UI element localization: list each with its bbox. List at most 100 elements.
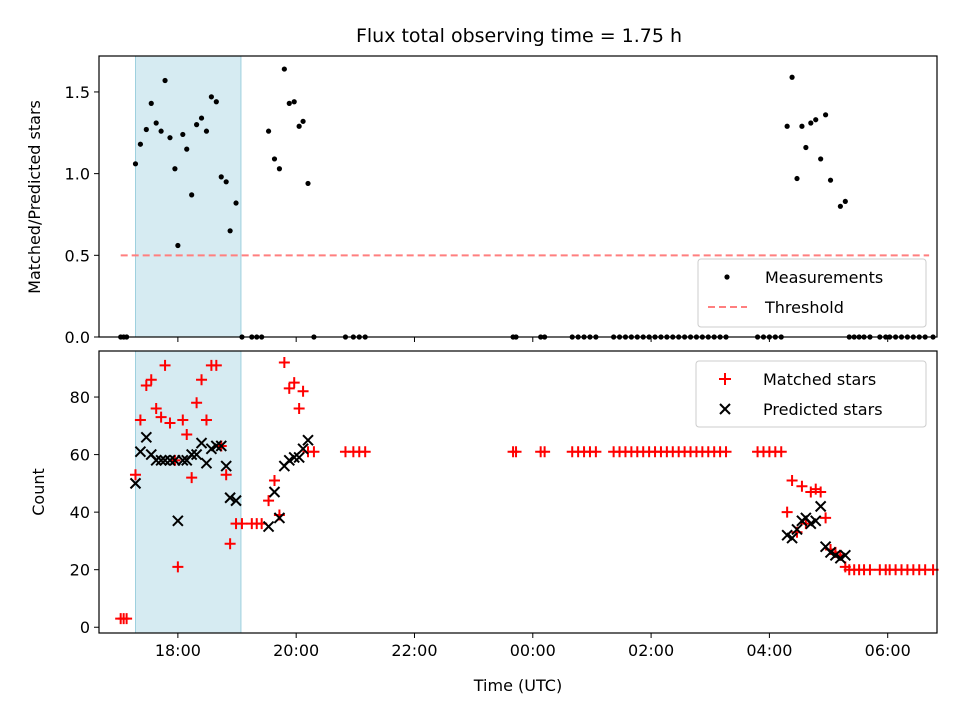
predicted-point	[297, 443, 309, 455]
legend-label-threshold: Threshold	[764, 298, 844, 317]
ratio-panel-ticks: 0.0 0.5 1.0 1.5	[65, 83, 889, 347]
matched-point	[172, 561, 184, 573]
measurement-point	[132, 161, 139, 167]
predicted-point	[814, 500, 827, 513]
measurement-point	[143, 126, 149, 133]
predicted-point	[839, 549, 852, 562]
measurement-point	[842, 198, 848, 205]
matched-point	[159, 359, 171, 371]
x-axis-label: Time (UTC)	[473, 676, 562, 695]
matched-point	[210, 359, 222, 371]
observing-window-shade	[135, 350, 242, 634]
predicted-point	[134, 446, 147, 458]
measurement-point	[827, 177, 834, 183]
matched-point	[186, 472, 198, 484]
y-tick-label: 0.5	[65, 246, 90, 265]
measurement-point	[213, 99, 219, 105]
matched-point	[134, 414, 146, 426]
predicted-point	[302, 434, 314, 446]
predicted-point	[786, 532, 798, 544]
measurement-point	[822, 112, 829, 118]
count-panel-ticks: 18:00 20:00 22:00 00:00 02:00 04:00 06:00 0 20 40…	[70, 388, 911, 660]
y-tick-label: 40	[70, 503, 90, 522]
predicted-point	[190, 448, 203, 461]
predicted-point	[185, 448, 198, 461]
measurement-point	[158, 128, 164, 134]
matched-point	[539, 446, 551, 458]
matched-point	[129, 469, 141, 481]
measurement-point	[218, 174, 224, 180]
predicted-point	[155, 454, 167, 467]
measurement-point	[799, 123, 805, 129]
predicted-point	[159, 454, 171, 467]
predicted-point	[177, 454, 189, 467]
predicted-point	[210, 440, 223, 452]
matched-point	[359, 446, 371, 458]
count-panel-frame	[98, 350, 938, 634]
predicted-point	[220, 460, 232, 472]
y-tick-label: 80	[70, 388, 90, 407]
measurement-point	[291, 99, 297, 105]
matched-point	[815, 486, 827, 498]
predicted-point	[273, 512, 286, 524]
measurement-point	[281, 66, 287, 72]
measurement-point	[837, 203, 843, 209]
ratio-y-axis-label: Matched/Predicted stars	[25, 100, 44, 294]
predicted-point	[129, 477, 142, 490]
y-tick-label: 1.5	[65, 83, 90, 102]
count-legend-box	[695, 360, 927, 428]
x-tick-label: 06:00	[865, 641, 911, 660]
predicted-point	[164, 454, 176, 467]
measurement-point	[296, 123, 302, 129]
predicted-point	[215, 440, 227, 452]
y-tick-label: 0.0	[65, 328, 90, 347]
x-tick-label: 00:00	[510, 641, 556, 660]
x-tick-label: 22:00	[391, 641, 437, 660]
matched-point	[308, 446, 320, 458]
predicted-point	[172, 515, 184, 527]
legend-swatch-predicted	[719, 403, 731, 415]
measurement-point	[208, 94, 214, 100]
matched-point	[278, 357, 290, 369]
predicted-point	[140, 431, 153, 444]
matched-point	[200, 414, 212, 426]
measurement-point	[300, 118, 306, 124]
x-tick-label: 04:00	[746, 641, 792, 660]
predicted-point	[810, 515, 822, 527]
measurement-point	[162, 77, 168, 84]
matched-point	[864, 564, 876, 576]
measurement-point	[305, 180, 311, 187]
matched-point	[510, 446, 522, 458]
matched-point	[720, 446, 732, 458]
matched-point	[775, 446, 787, 458]
measurement-point	[203, 128, 210, 134]
matched-point	[181, 428, 193, 440]
count-y-axis-label: Count	[29, 468, 48, 516]
predicted-point	[200, 457, 213, 469]
measurement-point	[286, 100, 292, 106]
y-tick-label: 20	[70, 561, 90, 580]
x-tick-label: 02:00	[628, 641, 674, 660]
ratio-legend: Measurements Threshold	[697, 258, 927, 328]
measurement-point	[803, 144, 809, 151]
matched-point	[268, 474, 280, 486]
matched-point	[283, 382, 295, 394]
measurement-point	[784, 123, 790, 129]
matched-point	[796, 480, 808, 492]
matched-point	[293, 403, 305, 415]
legend-label-matched: Matched stars	[763, 370, 876, 389]
y-tick-label: 1.0	[65, 165, 90, 184]
predicted-point	[293, 451, 305, 464]
x-tick-label: 20:00	[273, 641, 319, 660]
matched-point	[155, 411, 167, 423]
count-panel-marks	[115, 357, 939, 625]
matched-point	[297, 385, 309, 397]
y-tick-label: 0	[80, 618, 90, 637]
matched-point	[224, 538, 236, 550]
measurement-point	[227, 228, 233, 234]
ratio-panel-frame	[98, 55, 938, 338]
x-tick-label: 18:00	[155, 641, 201, 660]
legend-label-measurements: Measurements	[765, 268, 883, 287]
matched-point	[191, 397, 203, 409]
